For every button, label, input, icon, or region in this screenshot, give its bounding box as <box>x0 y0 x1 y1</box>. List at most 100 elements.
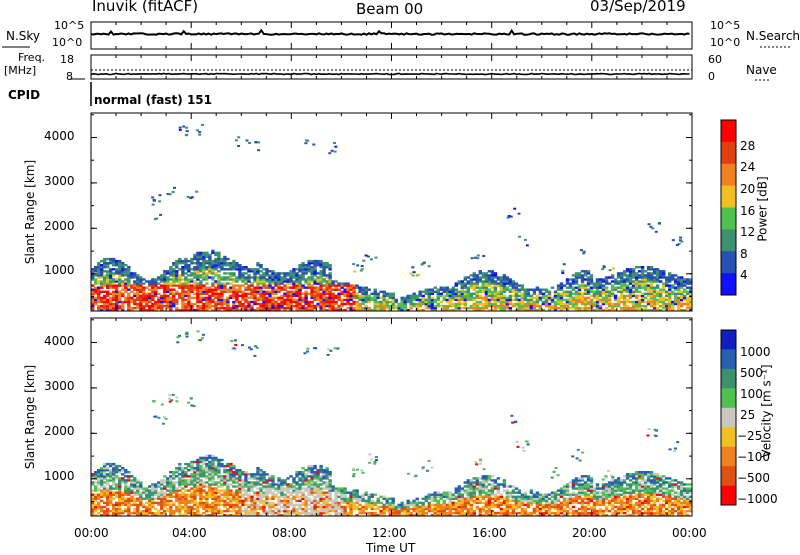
heatmap-cell <box>298 477 301 479</box>
heatmap-cell <box>322 295 325 297</box>
heatmap-cell <box>578 301 581 303</box>
heatmap-cell <box>193 508 196 510</box>
heatmap-cell <box>658 223 661 225</box>
heatmap-cell <box>455 291 458 293</box>
heatmap-cell <box>145 502 148 504</box>
heatmap-cell <box>365 492 368 494</box>
heatmap-cell <box>374 301 377 303</box>
heatmap-cell <box>202 506 205 508</box>
heatmap-cell <box>100 287 103 289</box>
heatmap-cell <box>235 301 238 303</box>
heatmap-cell <box>521 295 524 297</box>
heatmap-cell <box>533 289 536 291</box>
heatmap-cell <box>100 492 103 494</box>
heatmap-cell <box>139 510 142 512</box>
heatmap-cell <box>635 301 638 303</box>
heatmap-cell <box>365 291 368 293</box>
heatmap-cell <box>250 506 253 508</box>
heatmap-cell <box>211 473 214 475</box>
heatmap-cell <box>235 489 238 491</box>
heatmap-cell <box>241 272 244 274</box>
heatmap-cell <box>130 489 133 491</box>
heatmap-cell <box>232 278 235 280</box>
heatmap-cell <box>365 506 368 508</box>
heatmap-cell <box>127 268 130 270</box>
heatmap-cell <box>256 477 259 479</box>
nsky-trace <box>91 30 690 34</box>
heatmap-cell <box>599 282 602 284</box>
heatmap-cell <box>193 473 196 475</box>
heatmap-cell <box>377 506 380 508</box>
heatmap-cell <box>124 268 127 270</box>
heatmap-cell <box>238 473 241 475</box>
heatmap-cell <box>428 506 431 508</box>
heatmap-cell <box>241 481 244 483</box>
heatmap-cell <box>145 492 148 494</box>
heatmap-cell <box>352 287 355 289</box>
heatmap-cell <box>172 262 175 264</box>
heatmap-cell <box>175 506 178 508</box>
heatmap-cell <box>331 485 334 487</box>
heatmap-cell <box>488 295 491 297</box>
heatmap-cell <box>94 504 97 506</box>
heatmap-cell <box>268 498 271 500</box>
heatmap-cell <box>638 299 641 301</box>
heatmap-cell <box>665 276 668 278</box>
heatmap-cell <box>647 266 650 268</box>
heatmap-cell <box>325 487 328 489</box>
heatmap-cell <box>395 305 398 307</box>
heatmap-cell <box>307 305 310 307</box>
heatmap-cell <box>208 287 211 289</box>
heatmap-cell <box>467 280 470 282</box>
heatmap-cell <box>674 295 677 297</box>
heatmap-cell <box>118 305 121 307</box>
heatmap-cell <box>656 291 659 293</box>
heatmap-cell <box>313 477 316 479</box>
heatmap-cell <box>304 496 307 498</box>
heatmap-cell <box>181 492 184 494</box>
heatmap-cell <box>346 512 349 514</box>
heatmap-cell <box>289 475 292 477</box>
heatmap-cell <box>437 303 440 305</box>
heatmap-cell <box>250 473 253 475</box>
heatmap-cell <box>265 291 268 293</box>
heatmap-cell <box>587 270 590 272</box>
heatmap-cell <box>386 299 389 301</box>
heatmap-cell <box>295 305 298 307</box>
heatmap-cell <box>121 295 124 297</box>
heatmap-cell <box>193 492 196 494</box>
heatmap-cell <box>374 502 377 504</box>
heatmap-cell <box>208 496 211 498</box>
heatmap-cell <box>184 471 187 473</box>
heatmap-cell <box>184 262 187 264</box>
heatmap-cell <box>361 268 364 270</box>
heatmap-cell <box>106 295 109 297</box>
heatmap-cell <box>322 510 325 512</box>
heatmap-cell <box>307 498 310 500</box>
heatmap-cell <box>452 303 455 305</box>
heatmap-cell <box>106 282 109 284</box>
heatmap-cell <box>187 278 190 280</box>
heatmap-cell <box>443 510 446 512</box>
heatmap-cell <box>238 268 241 270</box>
heatmap-cell <box>94 500 97 502</box>
heatmap-cell <box>100 260 103 262</box>
heatmap-cell <box>542 295 545 297</box>
heatmap-cell <box>187 481 190 483</box>
heatmap-cell <box>115 475 118 477</box>
heatmap-cell <box>223 301 226 303</box>
heatmap-cell <box>629 295 632 297</box>
heatmap-cell <box>325 291 328 293</box>
heatmap-cell <box>248 142 251 144</box>
heatmap-cell <box>97 291 100 293</box>
heatmap-cell <box>172 305 175 307</box>
heatmap-cell <box>494 280 497 282</box>
heatmap-cell <box>166 295 169 297</box>
heatmap-cell <box>205 301 208 303</box>
heatmap-cell <box>211 492 214 494</box>
heatmap-cell <box>193 276 196 278</box>
heatmap-cell <box>208 254 211 256</box>
heatmap-cell <box>476 477 479 479</box>
heatmap-cell <box>130 492 133 494</box>
